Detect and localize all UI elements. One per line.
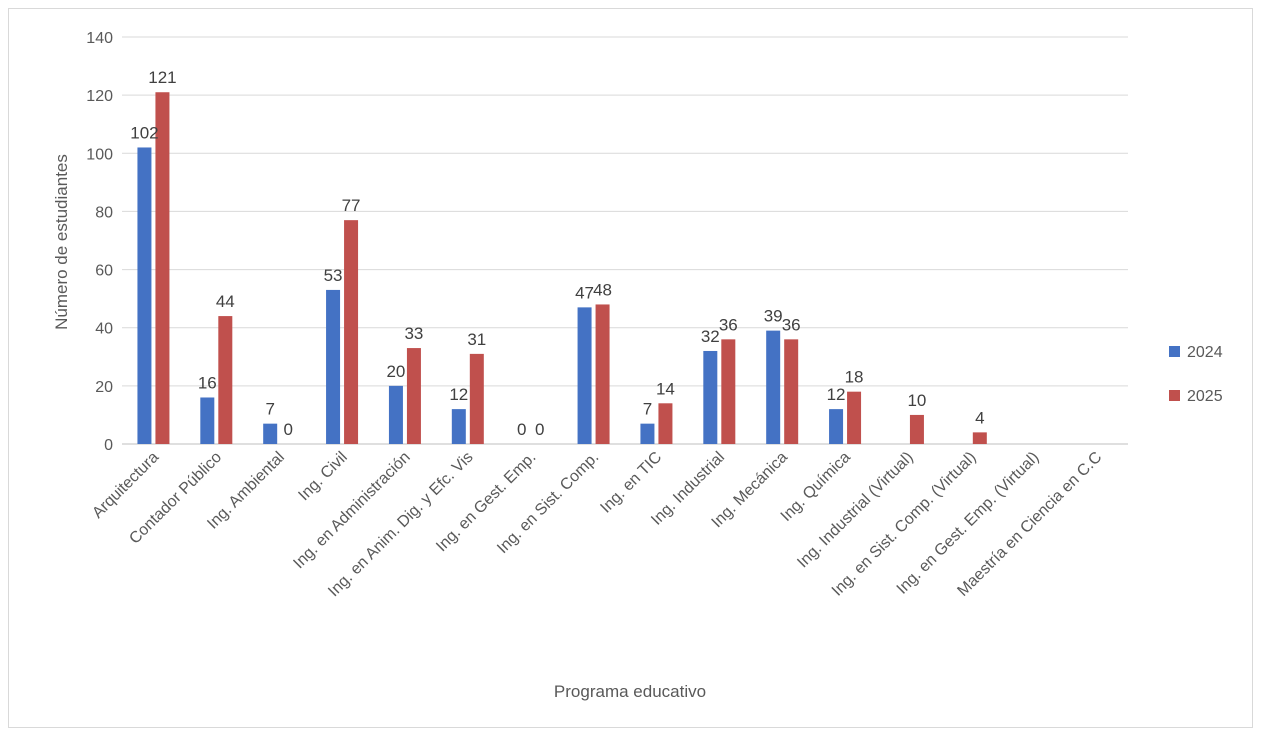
data-label-2024: 16 xyxy=(198,373,217,392)
data-label-2024: 7 xyxy=(265,400,274,419)
bar-2024 xyxy=(451,409,466,444)
y-tick-label: 100 xyxy=(86,146,113,163)
bar-2025 xyxy=(155,92,170,444)
data-label-2025: 36 xyxy=(719,315,738,334)
data-label-2025: 121 xyxy=(148,68,176,87)
y-axis-title: Número de estudiantes xyxy=(52,154,71,330)
y-tick-label: 0 xyxy=(104,437,113,454)
data-label-2024: 53 xyxy=(324,266,343,285)
bar-2025 xyxy=(469,353,484,444)
data-label-2025: 44 xyxy=(216,292,235,311)
data-label-2024: 12 xyxy=(827,385,846,404)
y-tick-label: 140 xyxy=(86,30,113,47)
data-label-2025: 0 xyxy=(283,420,292,439)
y-tick-label: 80 xyxy=(95,204,113,221)
data-label-2025: 77 xyxy=(342,196,361,215)
data-label-2025: 18 xyxy=(845,368,864,387)
legend-swatch-2025 xyxy=(1169,390,1180,401)
legend-label-2024: 2024 xyxy=(1187,344,1223,361)
legend-label-2025: 2025 xyxy=(1187,388,1223,405)
bar-2025 xyxy=(344,220,359,444)
bar-2024 xyxy=(200,397,215,444)
data-label-2024: 20 xyxy=(386,362,405,381)
y-tick-label: 20 xyxy=(95,379,113,396)
bar-2024 xyxy=(137,147,152,444)
data-label-2024: 47 xyxy=(575,283,594,302)
bar-2024 xyxy=(263,423,278,444)
data-label-2025: 4 xyxy=(975,408,984,427)
bar-2025 xyxy=(406,348,421,444)
data-label-2025: 33 xyxy=(404,324,423,343)
data-label-2024: 7 xyxy=(643,400,652,419)
data-label-2025: 48 xyxy=(593,280,612,299)
bar-2025 xyxy=(909,414,924,444)
data-label-2025: 31 xyxy=(467,330,486,349)
bar-2024 xyxy=(703,350,718,444)
chart-frame xyxy=(8,8,1253,728)
legend-swatch-2024 xyxy=(1169,346,1180,357)
bar-2025 xyxy=(784,339,799,444)
x-tick-label: Ing. en Administración xyxy=(290,449,413,572)
bar-2024 xyxy=(326,289,341,444)
x-tick-label: Ing. Industrial (Virtual) xyxy=(794,449,916,571)
bar-2025 xyxy=(658,403,673,444)
data-label-2024: 39 xyxy=(764,307,783,326)
x-axis-title: Programa educativo xyxy=(554,682,706,701)
data-label-2024: 32 xyxy=(701,327,720,346)
data-label-2024: 102 xyxy=(130,123,158,142)
data-label-2025: 36 xyxy=(782,315,801,334)
data-label-2025: 14 xyxy=(656,379,675,398)
bar-2024 xyxy=(577,307,592,444)
data-label-2024: 12 xyxy=(449,385,468,404)
y-tick-label: 120 xyxy=(86,88,113,105)
bar-2025 xyxy=(595,304,610,444)
data-labels: 102 16 7 53 20 12 0 47 7 32 39 12 121 44 0 77 33 31 0 48 14 3… xyxy=(130,68,984,439)
bar-2024 xyxy=(766,330,781,444)
y-tick-label: 60 xyxy=(95,263,113,280)
data-label-2025: 0 xyxy=(535,420,544,439)
legend: 2024 2025 xyxy=(1169,344,1223,405)
y-axis-ticks: 0 20 40 60 80 100 120 140 xyxy=(86,30,113,454)
bar-2025 xyxy=(218,316,233,444)
bar-2024 xyxy=(640,423,655,444)
gridlines xyxy=(122,36,1128,445)
bar-2025 xyxy=(972,432,987,444)
bar-2025 xyxy=(847,391,862,444)
bar-2024 xyxy=(388,385,403,444)
bar-2025 xyxy=(721,339,736,444)
y-tick-label: 40 xyxy=(95,321,113,338)
data-label-2024: 0 xyxy=(517,420,526,439)
data-label-2025: 10 xyxy=(907,391,926,410)
x-tick-label: Ing. Civil xyxy=(295,449,350,504)
bars xyxy=(137,92,987,444)
bar-2024 xyxy=(829,409,844,444)
x-tick-label: Ing. en TIC xyxy=(597,449,665,517)
